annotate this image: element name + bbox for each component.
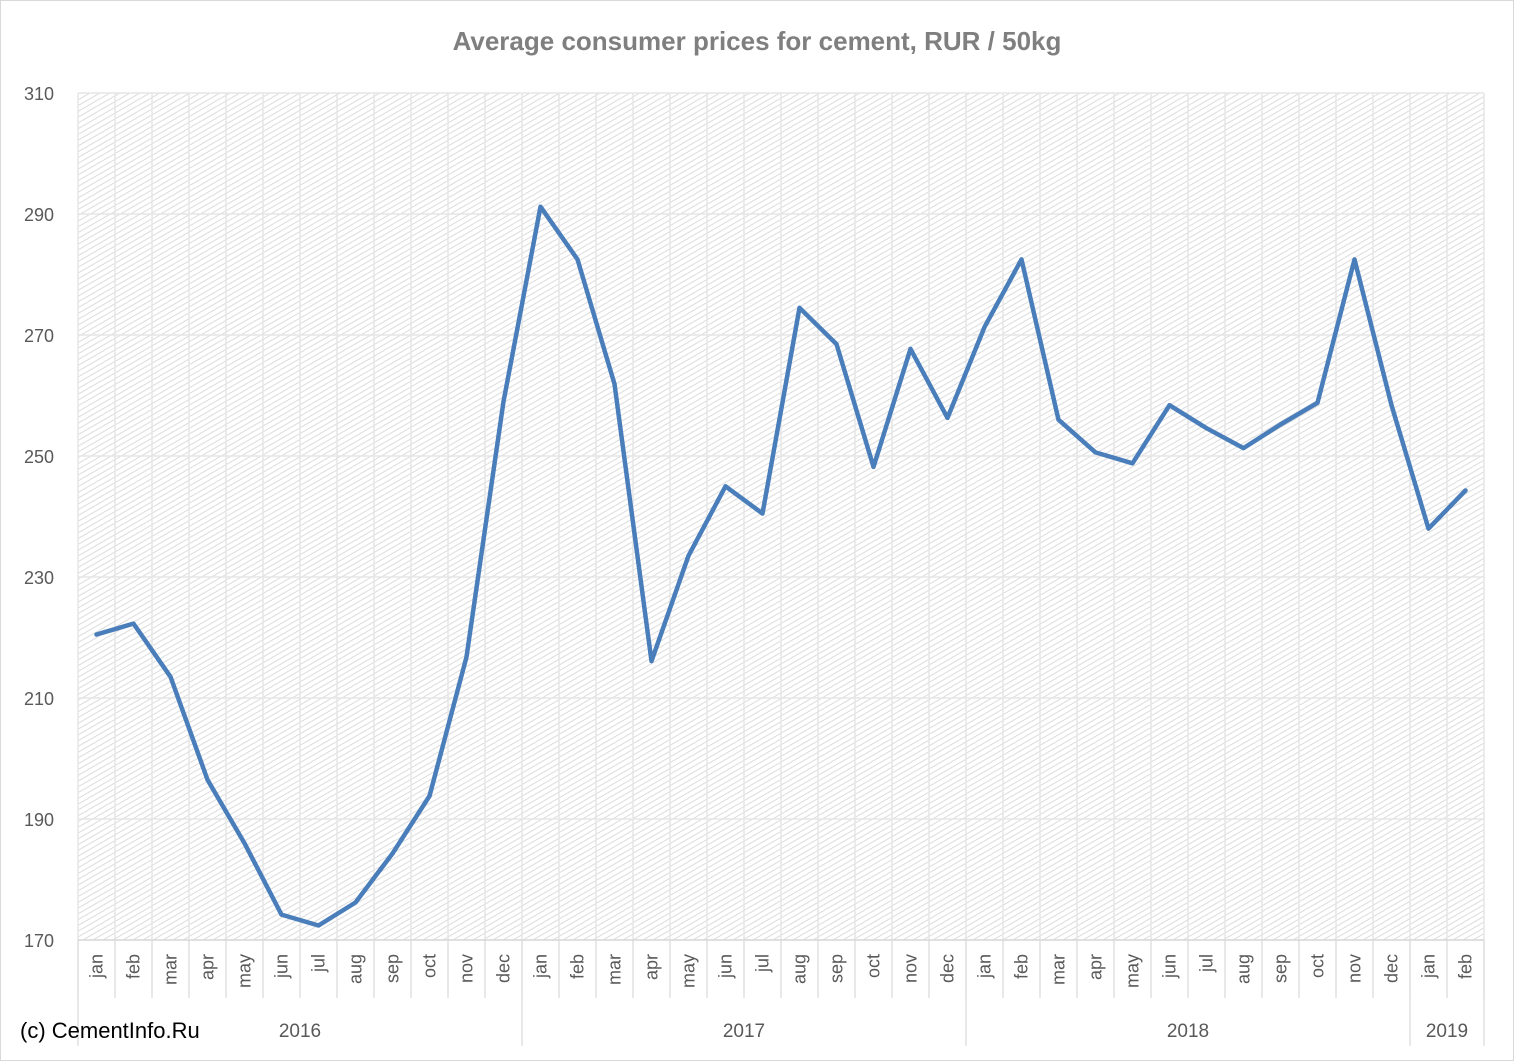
x-month-label: dec	[494, 954, 514, 983]
x-month-label: aug	[346, 954, 366, 984]
data-point	[538, 204, 543, 209]
data-point	[427, 794, 432, 799]
x-month-label: jan	[531, 954, 551, 979]
data-point	[1241, 446, 1246, 451]
x-month-label: jun	[272, 954, 292, 979]
data-point	[982, 325, 987, 330]
x-month-label: dec	[938, 954, 958, 983]
x-month-label: feb	[1456, 954, 1476, 979]
data-point	[1130, 461, 1135, 466]
data-point	[94, 632, 99, 637]
data-point	[1389, 403, 1394, 408]
x-month-label: may	[235, 954, 255, 988]
copyright-text: (c) CementInfo.Ru	[20, 1018, 200, 1043]
y-tick-label: 250	[24, 447, 54, 467]
x-month-label: nov	[901, 954, 921, 983]
data-point	[908, 346, 913, 351]
data-point	[316, 923, 321, 928]
x-month-label: apr	[198, 954, 218, 980]
x-month-label: jul	[309, 954, 329, 973]
x-month-label: sep	[383, 954, 403, 983]
x-month-label: jan	[1419, 954, 1439, 979]
data-point	[131, 621, 136, 626]
y-tick-label: 230	[24, 568, 54, 588]
data-point	[168, 674, 173, 679]
data-point	[1056, 417, 1061, 422]
data-point	[1204, 426, 1209, 431]
x-month-label: feb	[1012, 954, 1032, 979]
x-year-label: 2019	[1426, 1021, 1468, 1042]
x-month-label: aug	[790, 954, 810, 984]
y-tick-label: 190	[24, 810, 54, 830]
data-point	[464, 654, 469, 659]
x-month-label: feb	[124, 954, 144, 979]
data-point	[1463, 488, 1468, 493]
x-month-label: may	[1123, 954, 1143, 988]
x-year-label: 2018	[1167, 1021, 1209, 1042]
data-point	[390, 851, 395, 856]
data-point	[760, 511, 765, 516]
data-point	[501, 399, 506, 404]
data-point	[649, 659, 654, 664]
data-point	[723, 484, 728, 489]
data-point	[1019, 257, 1024, 262]
data-point	[797, 305, 802, 310]
data-point	[612, 382, 617, 387]
x-year-label: 2016	[279, 1021, 321, 1042]
data-point	[1278, 422, 1283, 427]
data-point	[834, 342, 839, 347]
y-tick-label: 170	[24, 931, 54, 951]
x-month-label: feb	[568, 954, 588, 979]
data-point	[1167, 403, 1172, 408]
x-month-label: aug	[1234, 954, 1254, 984]
x-month-label: mar	[161, 954, 181, 985]
x-month-label: mar	[605, 954, 625, 985]
y-tick-label: 290	[24, 205, 54, 225]
x-month-label: jul	[753, 954, 773, 973]
data-point	[242, 841, 247, 846]
x-month-label: jul	[1197, 954, 1217, 973]
y-tick-label: 210	[24, 689, 54, 709]
data-point	[353, 900, 358, 905]
x-month-label: jun	[1160, 954, 1180, 979]
x-month-label: oct	[420, 954, 440, 978]
data-point	[575, 257, 580, 262]
data-point	[871, 464, 876, 469]
data-point	[1352, 257, 1357, 262]
x-month-label: may	[679, 954, 699, 988]
x-month-label: jan	[87, 954, 107, 979]
data-point	[686, 553, 691, 558]
x-month-label: nov	[1345, 954, 1365, 983]
chart-title: Average consumer prices for cement, RUR …	[452, 26, 1062, 56]
x-month-label: jan	[975, 954, 995, 979]
x-month-label: oct	[1308, 954, 1328, 978]
y-tick-label: 270	[24, 326, 54, 346]
x-month-label: dec	[1382, 954, 1402, 983]
x-year-label: 2017	[723, 1021, 765, 1042]
x-month-label: nov	[457, 954, 477, 983]
x-month-label: sep	[827, 954, 847, 983]
price-series-line	[94, 204, 1468, 928]
data-point	[279, 912, 284, 917]
x-month-label: jun	[716, 954, 736, 979]
y-tick-label: 310	[24, 84, 54, 104]
x-month-label: apr	[642, 954, 662, 980]
x-month-label: oct	[864, 954, 884, 978]
data-point	[1426, 526, 1431, 531]
x-month-label: sep	[1271, 954, 1291, 983]
x-month-label: mar	[1049, 954, 1069, 985]
data-point	[205, 777, 210, 782]
data-point	[1093, 450, 1098, 455]
data-point	[945, 415, 950, 420]
x-month-label: apr	[1086, 954, 1106, 980]
data-point	[1315, 400, 1320, 405]
